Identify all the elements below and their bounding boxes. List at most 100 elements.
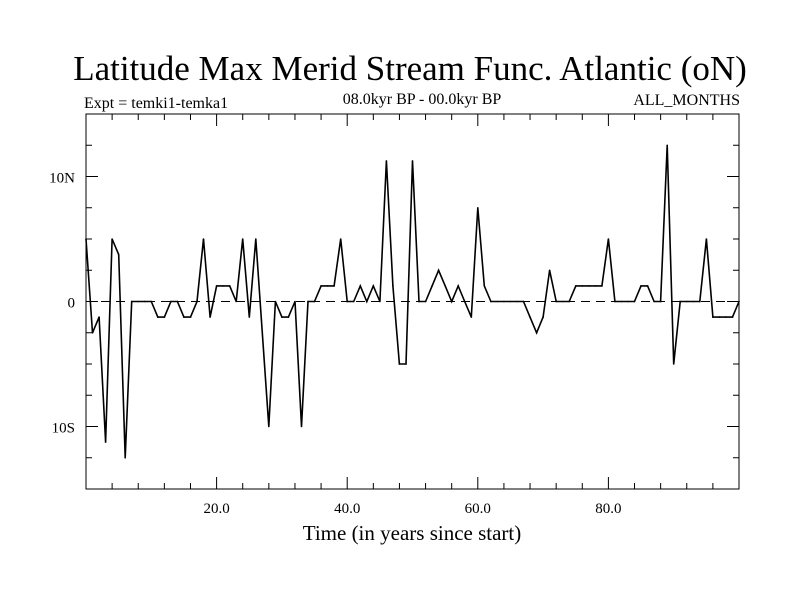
data-point	[712, 316, 714, 318]
data-point	[529, 316, 531, 318]
data-point	[686, 300, 688, 303]
data-point	[470, 316, 473, 318]
data-point	[189, 316, 192, 318]
data-point	[222, 285, 224, 287]
data-point	[241, 238, 244, 240]
x-axis: 20.0 40.0 60.0 80.0	[203, 114, 622, 517]
data-point	[320, 285, 322, 287]
data-point	[91, 332, 94, 334]
data-point	[333, 285, 335, 287]
data-point	[379, 300, 381, 303]
data-point	[228, 285, 231, 287]
data-point	[450, 300, 453, 303]
chart-title: Latitude Max Merid Stream Func. Atlantic…	[73, 49, 747, 88]
data-point	[561, 300, 564, 303]
data-point	[392, 285, 394, 287]
series-group	[85, 144, 740, 459]
data-point	[490, 300, 492, 303]
data-point	[607, 238, 610, 240]
data-point	[483, 285, 486, 287]
data-point	[627, 300, 629, 303]
data-point	[255, 238, 257, 240]
data-point	[672, 363, 675, 365]
data-point	[235, 300, 237, 303]
data-point	[170, 300, 172, 303]
data-point	[307, 300, 309, 303]
data-point	[261, 332, 264, 334]
x-tick-label: 40.0	[334, 501, 360, 517]
data-point	[535, 332, 538, 334]
data-point	[268, 425, 270, 428]
data-point	[274, 300, 277, 303]
y-axis: 10N 0 10S	[49, 171, 739, 437]
data-point	[509, 300, 512, 303]
data-point	[614, 300, 616, 303]
data-point	[124, 457, 126, 459]
data-point	[575, 285, 577, 287]
data-point	[418, 300, 420, 303]
data-point	[548, 269, 551, 272]
data-point	[196, 300, 198, 303]
data-point	[568, 300, 570, 303]
data-point	[581, 285, 584, 287]
data-point	[692, 300, 695, 303]
data-point	[85, 238, 87, 240]
data-point	[503, 300, 505, 303]
data-point	[209, 316, 211, 318]
x-tick-label: 60.0	[465, 501, 491, 517]
data-point	[731, 316, 734, 318]
x-tick-label: 80.0	[595, 501, 621, 517]
x-axis-label: Time (in years since start)	[303, 521, 522, 545]
y-tick-label: 10S	[52, 421, 75, 437]
data-point	[359, 285, 362, 287]
y-minor-ticks	[86, 113, 739, 490]
data-point	[248, 316, 251, 318]
data-point	[326, 285, 329, 287]
y-tick-label: 0	[68, 296, 76, 312]
data-point	[294, 300, 296, 303]
data-point	[594, 285, 597, 287]
data-point	[98, 316, 100, 318]
data-point	[137, 300, 139, 303]
data-point	[281, 316, 283, 318]
data-point	[646, 285, 649, 287]
data-point	[620, 300, 623, 303]
data-point	[666, 144, 668, 147]
x-minor-ticks	[111, 114, 714, 489]
data-point	[163, 316, 166, 318]
data-point	[444, 285, 447, 287]
data-point	[679, 300, 681, 303]
data-point	[411, 160, 414, 162]
data-point	[130, 300, 133, 303]
data-point	[150, 300, 153, 303]
data-point	[542, 316, 544, 318]
data-point	[496, 300, 499, 303]
data-point	[313, 300, 316, 303]
data-point	[431, 285, 433, 287]
data-point	[346, 300, 349, 303]
data-point	[372, 285, 375, 287]
chart-subtitle-right: ALL_MONTHS	[633, 92, 740, 109]
data-point	[457, 285, 460, 287]
data-point	[215, 285, 218, 287]
data-point	[477, 207, 479, 209]
data-point	[555, 300, 557, 303]
y-tick-label: 10N	[49, 171, 75, 187]
data-point	[738, 300, 740, 303]
data-point	[339, 238, 342, 240]
data-point	[516, 300, 518, 303]
data-point	[183, 316, 185, 318]
data-point	[300, 425, 303, 428]
data-point	[640, 285, 642, 287]
data-point	[601, 285, 603, 287]
data-point	[424, 300, 427, 303]
data-point	[385, 160, 388, 162]
data-point	[659, 300, 662, 303]
chart-subtitle-center: 08.0kyr BP - 00.0kyr BP	[343, 91, 502, 108]
data-point	[117, 253, 120, 256]
data-point	[588, 285, 590, 287]
data-point	[653, 300, 655, 303]
data-point	[144, 300, 146, 303]
data-point	[366, 300, 368, 303]
